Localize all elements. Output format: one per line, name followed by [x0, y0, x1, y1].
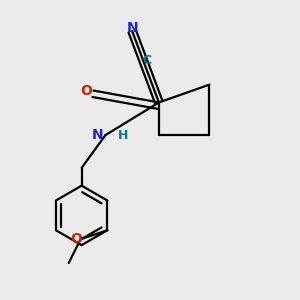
Text: H: H — [118, 129, 128, 142]
Text: N: N — [92, 128, 104, 142]
Text: N: N — [126, 21, 138, 35]
Text: O: O — [80, 84, 92, 98]
Text: O: O — [70, 232, 82, 246]
Text: C: C — [142, 54, 152, 67]
